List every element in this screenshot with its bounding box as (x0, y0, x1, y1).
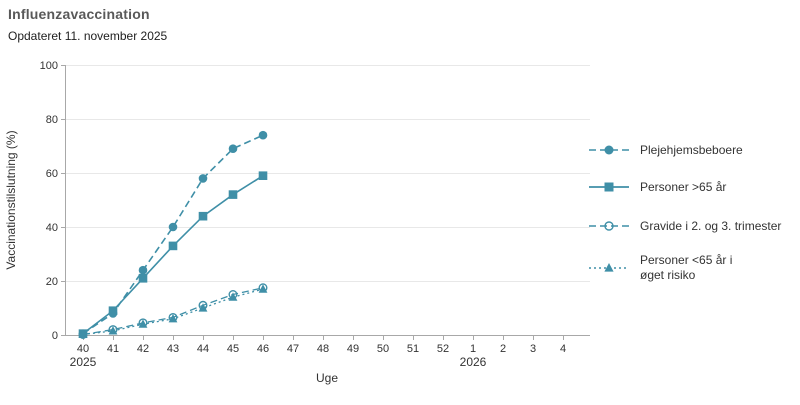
legend-item-gravide: Gravide i 2. og 3. trimester (587, 217, 781, 235)
x-tick-label: 3 (530, 343, 536, 355)
x-axis-ticks: 40 41 42 43 44 45 46 47 48 49 50 51 52 1 2 3 4 2025 2026 (70, 336, 566, 369)
legend-item-personer-over-65: Personer >65 år (587, 178, 726, 196)
y-axis-label: Vaccinationstilslutning (%) (4, 130, 18, 269)
series-gravide-2-3-trimester (78, 283, 268, 339)
gridlines (65, 65, 590, 282)
series-personer-over-65 (78, 171, 268, 338)
y-tick-label: 80 (46, 114, 58, 126)
y-tick-label: 40 (46, 222, 58, 234)
legend-label-plejehjemsbeboere: Plejehjemsbeboere (640, 142, 743, 157)
legend-label-personer-over-65: Personer >65 år (640, 179, 727, 194)
x-tick-label: 48 (317, 343, 329, 355)
x-tick-label: 44 (197, 343, 209, 355)
y-tick-label: 60 (46, 168, 58, 180)
updated-date-subtitle: Opdateret 11. november 2025 (8, 29, 168, 43)
x-tick-label: 40 (77, 343, 89, 355)
x-year-label: 2025 (70, 355, 97, 369)
legend-item-plejehjemsbeboere: Plejehjemsbeboere (587, 141, 743, 159)
x-tick-label: 4 (560, 343, 566, 355)
legend-dashed-circle-marker-icon (589, 145, 629, 155)
legend-item-under-65-oeget-risiko: Personer <65 år i øget risiko (587, 253, 732, 283)
x-tick-label: 52 (437, 343, 449, 355)
y-tick-label: 100 (40, 60, 58, 72)
page-title: Influenzavaccination (8, 6, 150, 22)
chart-legend: Plejehjemsbeboere Personer >65 år Gravid… (587, 0, 800, 400)
x-tick-label: 46 (257, 343, 269, 355)
y-tick-label: 20 (46, 276, 58, 288)
legend-label-under-65-oeget-risiko: Personer <65 år i øget risiko (640, 253, 733, 282)
x-tick-label: 50 (377, 343, 389, 355)
x-tick-label: 1 (470, 343, 476, 355)
y-tick-label: 0 (52, 330, 58, 342)
axes (65, 65, 590, 336)
legend-solid-square-marker-icon (589, 182, 629, 192)
x-tick-label: 49 (347, 343, 359, 355)
series-line-plejehjemsbeboere (82, 134, 264, 335)
x-year-label: 2026 (460, 355, 487, 369)
x-tick-label: 41 (107, 343, 119, 355)
x-tick-label: 42 (137, 343, 149, 355)
series-plejehjemsbeboere (78, 130, 268, 338)
x-tick-label: 51 (407, 343, 419, 355)
series-under-65-oeget-risiko (78, 284, 268, 339)
legend-dotted-triangle-marker-icon (589, 263, 629, 272)
x-axis-label: Uge (316, 371, 338, 385)
x-tick-label: 47 (287, 343, 299, 355)
y-axis-ticks: 0 20 40 60 80 100 (40, 60, 65, 342)
x-tick-label: 45 (227, 343, 239, 355)
legend-dashed-open-circle-marker-icon (589, 221, 629, 231)
x-tick-label: 2 (500, 343, 506, 355)
legend-label-gravide: Gravide i 2. og 3. trimester (640, 218, 782, 233)
x-tick-label: 43 (167, 343, 179, 355)
